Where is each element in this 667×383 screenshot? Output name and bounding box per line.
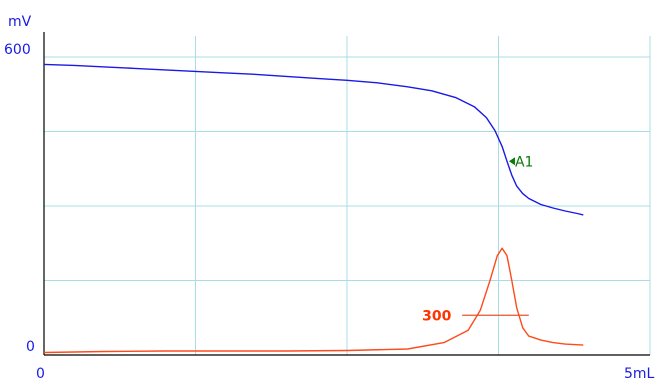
endpoint-marker-label: A1: [515, 154, 533, 170]
y-bottom-tick-label: 0: [26, 339, 35, 355]
y-unit-label: mV: [8, 14, 32, 30]
grid-lines: [44, 36, 651, 355]
x-right-tick-label: 5mL: [624, 366, 655, 382]
series-group: [43, 63, 584, 354]
series-potential: [43, 63, 584, 216]
series-derivative: [43, 247, 584, 354]
x-left-tick-label: 0: [36, 366, 45, 382]
y-top-tick-label: 600: [4, 42, 31, 58]
axes: [43, 32, 650, 356]
endpoint-marker-arrow: [508, 157, 515, 166]
annotations: A1 300: [422, 154, 533, 324]
threshold-label: 300: [422, 308, 451, 324]
